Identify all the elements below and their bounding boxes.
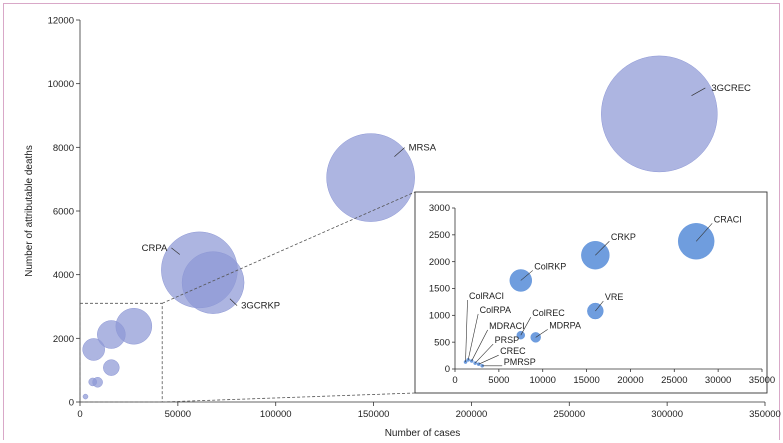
inset-y-tick-label: 3000	[429, 203, 450, 214]
inset-leader-line	[695, 223, 713, 242]
inset-y-tick-label: 0	[445, 364, 450, 375]
y-tick-label: 4000	[53, 270, 74, 281]
inset-bubble-label: PRSP	[495, 335, 520, 345]
inset-leader-line	[520, 317, 532, 336]
y-tick-label: 2000	[53, 334, 74, 345]
inset-bubble-label: PMRSP	[504, 357, 536, 367]
x-tick-label: 200000	[456, 409, 488, 420]
bubble-label: MRSA	[409, 143, 437, 154]
bubble-point	[601, 55, 718, 173]
bubble-label: CRPA	[142, 243, 168, 254]
x-tick-label: 100000	[260, 409, 292, 420]
bubble-point	[326, 133, 415, 222]
zoom-connector-line	[162, 191, 416, 304]
zoom-region-box	[79, 302, 163, 403]
x-tick-label: 0	[77, 409, 82, 420]
x-tick-label: 250000	[553, 409, 585, 420]
bubble-point	[88, 377, 97, 387]
inset-x-tick-label: 25000	[661, 375, 687, 386]
bubble-label: 3GCREC	[711, 83, 751, 94]
inset-leader-line	[478, 354, 499, 365]
inset-x-tick-label: 30000	[705, 375, 731, 386]
x-tick-label: 50000	[165, 409, 191, 420]
inset-y-tick-label: 1500	[429, 284, 450, 295]
x-tick-label: 150000	[358, 409, 390, 420]
inset-leader-line	[535, 329, 548, 338]
inset-frame	[414, 191, 768, 394]
inset-y-tick-label: 1000	[429, 311, 450, 322]
y-axis-label: Number of attributable deaths	[24, 145, 35, 277]
zoom-guide	[79, 191, 416, 403]
bubble-point	[97, 320, 126, 349]
inset-bubble-label: ColRKP	[534, 261, 566, 271]
inset-x-tick-label: 5000	[488, 375, 509, 386]
inset-x-tick-label: 20000	[617, 375, 643, 386]
inset-bubble-label: ColRACI	[469, 291, 504, 301]
inset-bubble-label: ColRPA	[480, 305, 511, 315]
inset-bubble-label: MDRPA	[549, 320, 581, 330]
x-tick-label: 300000	[651, 409, 683, 420]
y-tick-label: 8000	[53, 143, 74, 154]
inset-leader-line	[467, 313, 479, 360]
bubble-leader-line	[394, 147, 405, 157]
inset-leader-line	[520, 270, 533, 281]
bubble-leader-line	[229, 298, 238, 306]
x-tick-label: 350000	[749, 409, 781, 420]
inset-bubble-label: CREC	[500, 346, 526, 356]
inset-x-tick-label: 35000	[749, 375, 775, 386]
inset-x-tick-label: 10000	[530, 375, 556, 386]
inset-y-tick-label: 2500	[429, 230, 450, 241]
inset-bubble-label: CRACI	[714, 214, 742, 224]
inset-leader-line	[474, 343, 494, 364]
bubble-label: 3GCRKP	[241, 301, 280, 312]
inset-x-tick-label: 15000	[573, 375, 599, 386]
inset-leader-line	[465, 300, 468, 363]
x-axis-label: Number of cases	[385, 428, 461, 439]
inset-bubble-label: VRE	[605, 292, 624, 302]
inset-leader-line	[471, 329, 488, 362]
inset-bubble-label: CRKP	[611, 232, 636, 242]
zoom-connector-line	[162, 392, 416, 403]
inset-x-tick-label: 0	[452, 375, 457, 386]
inset-bubble-label: ColREC	[532, 308, 565, 318]
inset-y-tick-label: 2000	[429, 257, 450, 268]
y-tick-label: 12000	[48, 16, 74, 27]
bubble-point	[103, 359, 120, 376]
inset-leader-line	[595, 300, 604, 312]
y-tick-label: 0	[69, 398, 74, 409]
y-tick-label: 10000	[48, 79, 74, 90]
bubble-point	[82, 393, 89, 400]
bubble-leader-line	[691, 87, 706, 97]
main-bubble-labels: 3GCREC MRSA CRPA 3GCRKP	[142, 83, 751, 312]
inset-leader-line	[595, 241, 610, 256]
inset-y-tick-label: 500	[434, 337, 450, 348]
bubble-point	[82, 338, 105, 361]
bubble-point	[181, 251, 245, 314]
bubble-leader-line	[171, 247, 181, 255]
y-tick-label: 6000	[53, 207, 74, 218]
main-bubbles	[82, 55, 718, 400]
inset-bubble-label: MDRACI	[489, 321, 525, 331]
